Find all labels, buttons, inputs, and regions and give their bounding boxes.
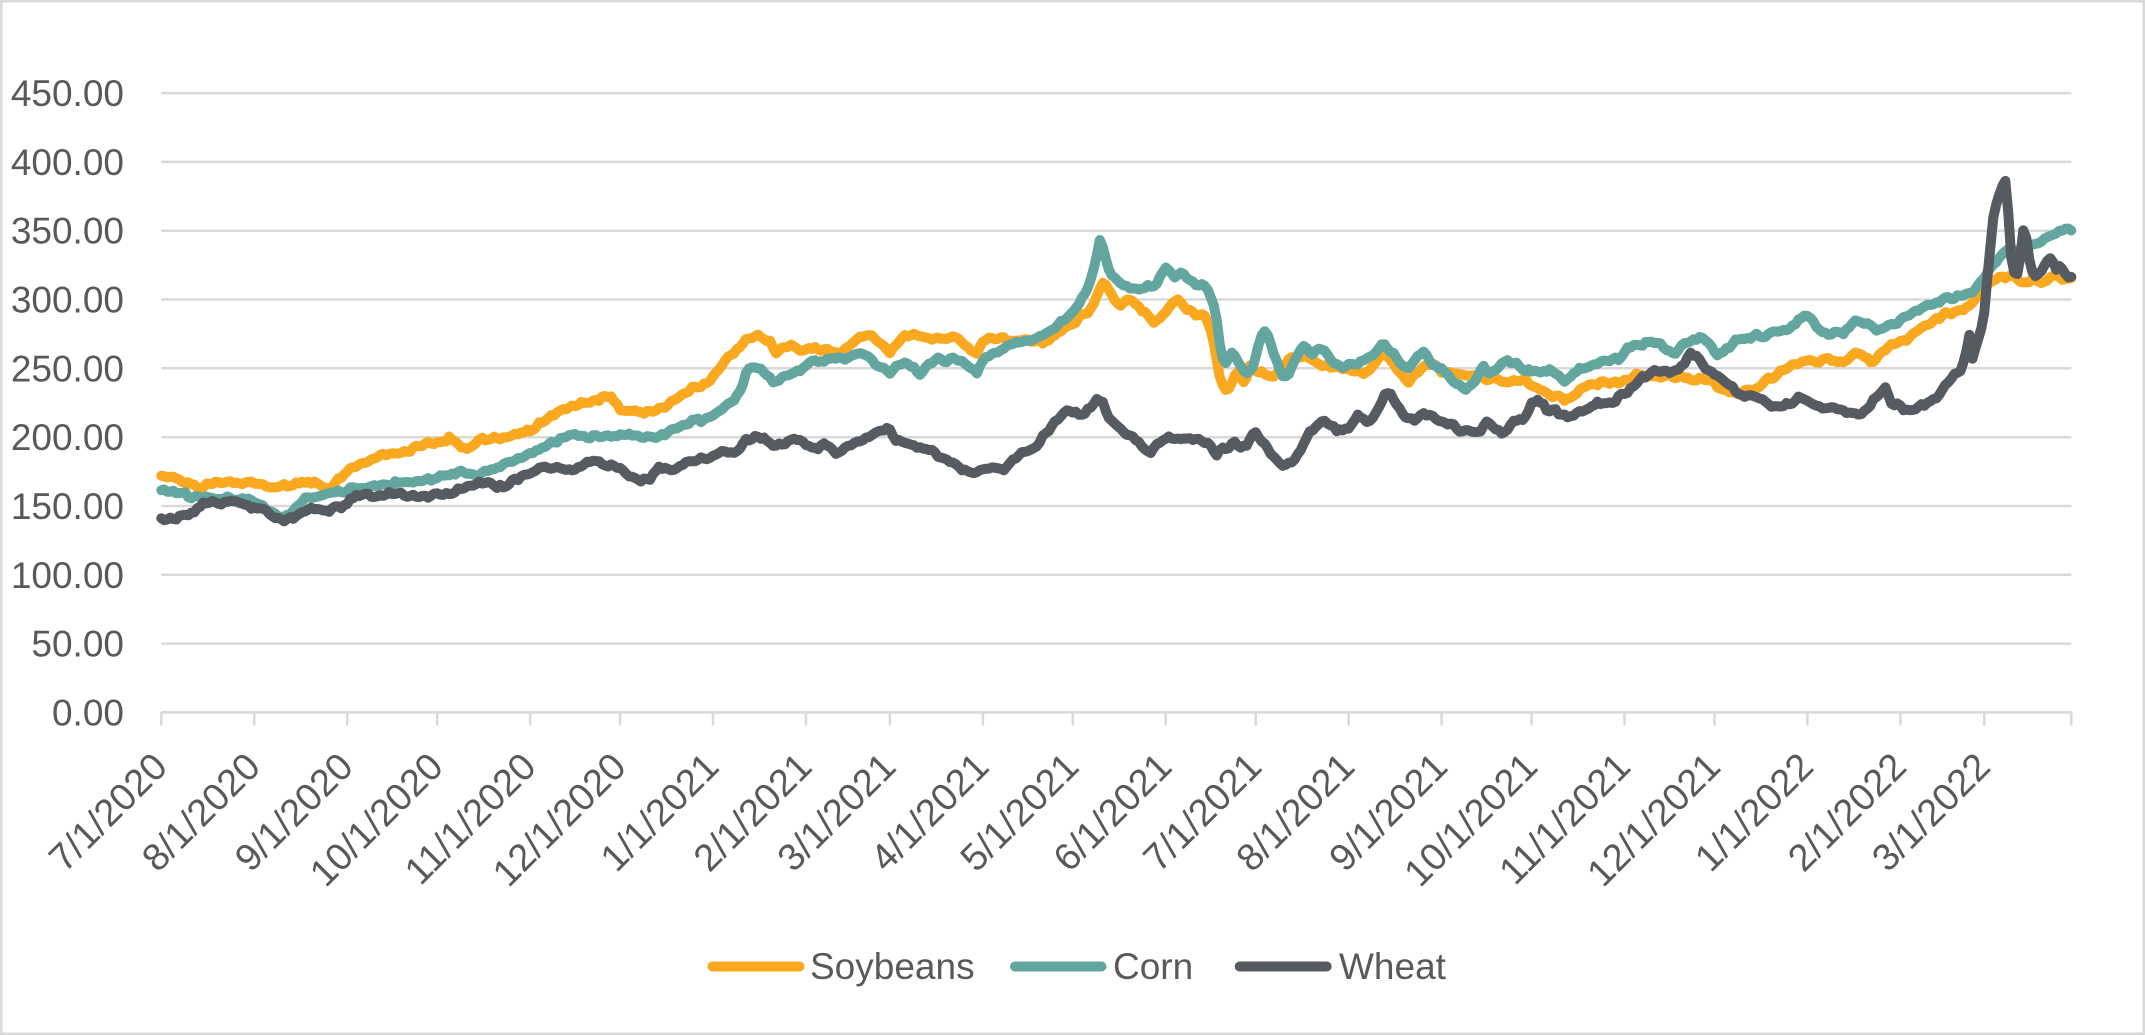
svg-text:50.00: 50.00 [31,624,124,665]
svg-text:400.00: 400.00 [11,142,124,183]
svg-text:200.00: 200.00 [11,417,124,458]
svg-text:350.00: 350.00 [11,211,124,252]
svg-text:100.00: 100.00 [11,555,124,596]
svg-text:450.00: 450.00 [11,73,124,114]
svg-text:250.00: 250.00 [11,348,124,389]
svg-text:150.00: 150.00 [11,486,124,527]
svg-text:300.00: 300.00 [11,280,124,321]
svg-text:Corn: Corn [1113,946,1193,987]
svg-text:0.00: 0.00 [52,692,124,733]
svg-text:Soybeans: Soybeans [810,946,975,987]
svg-text:Wheat: Wheat [1339,946,1447,987]
